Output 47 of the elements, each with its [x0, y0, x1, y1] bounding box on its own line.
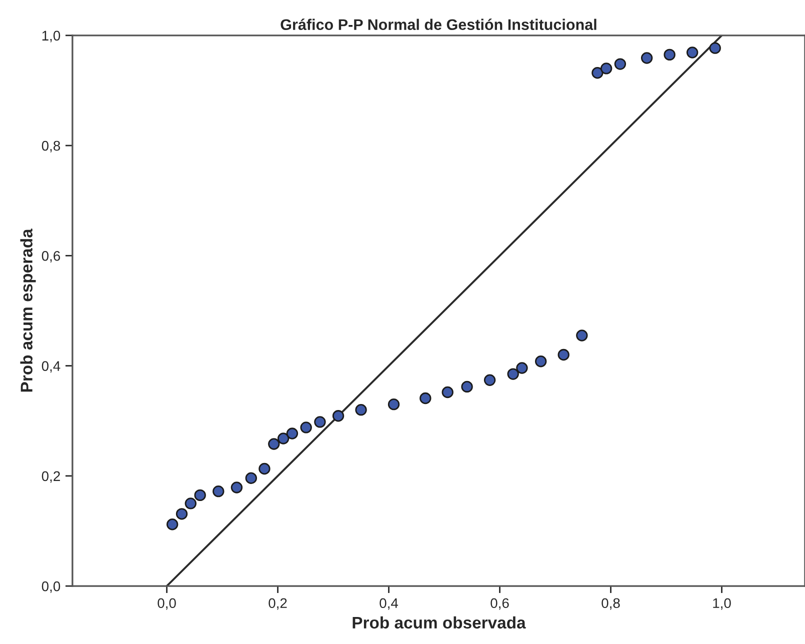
point: [355, 404, 367, 416]
point: [664, 48, 676, 61]
point: [300, 422, 312, 434]
point: [184, 498, 196, 510]
point: [484, 374, 496, 386]
point: [516, 362, 528, 374]
x-tick-label: 0,8: [602, 598, 620, 610]
point: [245, 472, 257, 484]
point: [388, 398, 400, 410]
x-tick-label: 0,4: [380, 598, 398, 610]
point: [576, 330, 588, 342]
point: [277, 432, 290, 444]
chart-title: Gráfico P-P Normal de Gestión Institucional: [280, 18, 596, 30]
point: [614, 58, 626, 70]
point: [442, 386, 454, 398]
point: [166, 518, 178, 530]
x-tick-label: 0,6: [490, 598, 509, 610]
point: [230, 482, 243, 494]
y-tick-label: 0,4: [42, 361, 60, 373]
point: [258, 462, 270, 475]
point: [507, 368, 519, 380]
point: [332, 410, 344, 422]
x-tick-label: 0,0: [158, 598, 176, 610]
point: [212, 485, 224, 498]
y-tick-label: 0,2: [42, 471, 60, 483]
point: [461, 380, 473, 393]
y-tick-label: 0,6: [42, 251, 60, 262]
point: [194, 489, 206, 502]
point: [592, 67, 604, 79]
point: [314, 416, 326, 428]
point: [558, 348, 570, 361]
point: [420, 392, 432, 404]
x-tick-label: 1,0: [713, 598, 731, 610]
x-axis-title: Prob acum observada: [352, 616, 526, 629]
y-tick-label: 1,0: [42, 30, 60, 42]
y-tick-label: 0,8: [42, 140, 60, 152]
y-tick-label: 0,0: [42, 581, 60, 593]
x-tick-label: 0,2: [268, 598, 287, 610]
y-axis-title: Prob acum esperada: [20, 228, 36, 392]
point: [686, 46, 698, 58]
point: [176, 508, 188, 520]
point: [286, 428, 298, 440]
point: [534, 356, 547, 368]
point: [709, 42, 721, 54]
point: [268, 438, 280, 450]
point: [640, 52, 653, 64]
point: [600, 62, 612, 74]
